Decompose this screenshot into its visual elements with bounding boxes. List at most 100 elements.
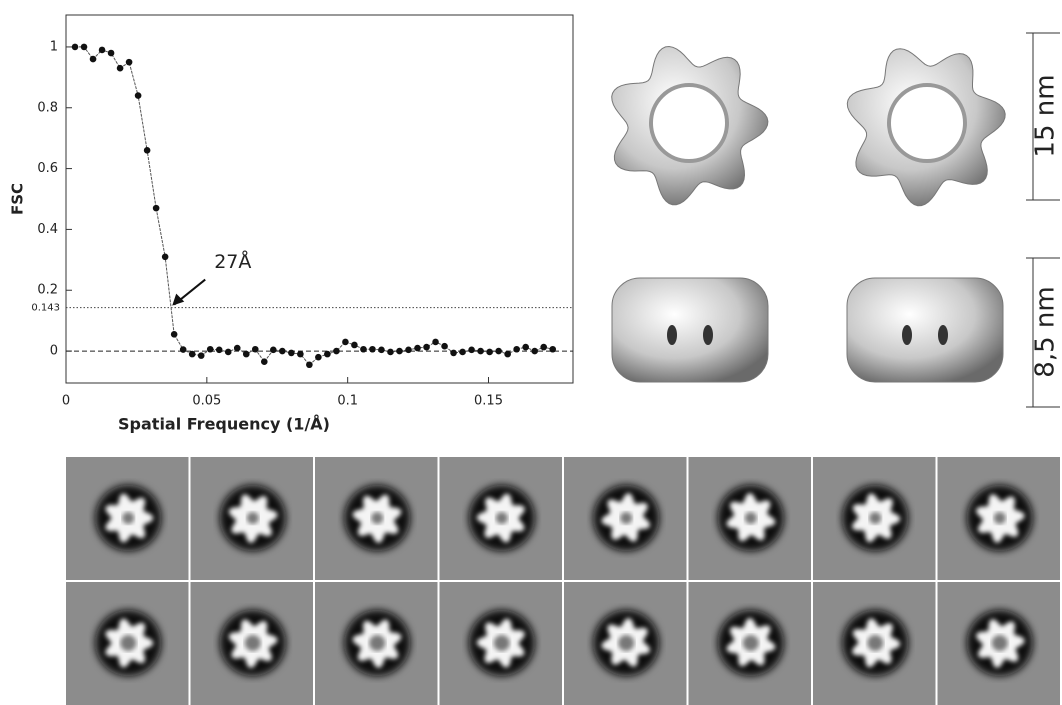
ring-hole [887, 83, 967, 163]
class-averages [66, 457, 1060, 705]
fsc-point [116, 64, 124, 72]
side-render [846, 277, 1004, 383]
fsc-point [396, 347, 403, 355]
annotation-label: 27Å [214, 250, 251, 273]
fsc-point [540, 343, 548, 351]
class-center [122, 512, 135, 524]
y-axis-label: FSC [9, 183, 27, 215]
class-center [744, 512, 757, 524]
y-tick-label: 0.2 [37, 283, 58, 298]
fsc-point [161, 253, 169, 261]
fsc-point [270, 346, 277, 354]
class-center [120, 635, 137, 651]
threshold-label: 0.143 [31, 303, 60, 314]
fsc-point [351, 341, 358, 349]
fsc-point [224, 348, 232, 356]
class-center [495, 512, 508, 524]
side-hole [902, 325, 912, 345]
y-tick-label: 0 [50, 344, 58, 359]
fsc-point [378, 346, 385, 354]
class-center [246, 512, 259, 524]
fsc-point [477, 347, 484, 355]
fsc-point [233, 344, 241, 352]
class-center [869, 512, 882, 524]
fsc-point [215, 346, 223, 354]
y-tick-label: 0.4 [37, 222, 58, 237]
x-tick-label: 0.1 [337, 394, 358, 409]
fsc-point [170, 331, 178, 338]
scale-label: 15 nm [1031, 74, 1061, 157]
fsc-point [549, 345, 557, 353]
class-center [867, 635, 884, 651]
class-center [742, 635, 759, 651]
fsc-point [197, 352, 205, 359]
side-hole [938, 325, 948, 345]
fsc-point [188, 350, 196, 358]
y-tick-label: 0.6 [37, 161, 58, 176]
fsc-point [522, 343, 529, 351]
x-tick-label: 0 [62, 394, 70, 409]
fsc-point [251, 345, 259, 353]
side-hole [667, 325, 677, 345]
fsc-point [80, 43, 88, 51]
fsc-point [134, 92, 142, 99]
fsc-point [206, 345, 214, 353]
y-tick-label: 0.8 [37, 100, 58, 115]
fsc-point [495, 347, 502, 355]
fsc-point [306, 361, 313, 369]
fsc-point [468, 346, 475, 354]
fsc-point [297, 350, 304, 358]
fsc-point [260, 358, 268, 366]
fsc-point [288, 349, 295, 357]
fsc-point [531, 347, 538, 355]
scale-label: 8,5 nm [1031, 286, 1061, 377]
fsc-point [369, 345, 376, 353]
class-center [493, 635, 510, 651]
fsc-point [324, 350, 331, 358]
fsc-point [71, 43, 79, 51]
fsc-point [432, 338, 439, 346]
fsc-point [423, 343, 430, 351]
fsc-point [315, 353, 322, 361]
fsc-point [152, 204, 160, 212]
class-center [993, 512, 1006, 524]
class-center [618, 635, 635, 651]
fsc-point [143, 147, 151, 154]
side-hole [703, 325, 713, 345]
fsc-point [125, 58, 133, 66]
x-tick-label: 0.05 [192, 394, 221, 409]
annotation-arrowhead [172, 293, 185, 306]
fsc-point [107, 49, 115, 57]
fsc-point [441, 342, 448, 350]
x-tick-label: 0.15 [474, 394, 503, 409]
fsc-point [333, 347, 340, 355]
class-center [991, 635, 1008, 651]
fsc-point [342, 338, 349, 346]
fsc-point [179, 346, 187, 353]
side-render [611, 277, 769, 383]
class-center [369, 635, 386, 651]
fsc-point [242, 350, 250, 358]
fsc-point [513, 345, 520, 353]
class-center [371, 512, 384, 524]
class-center [620, 512, 633, 524]
fsc-point [98, 46, 106, 54]
fsc-point [387, 348, 394, 356]
plot-frame [65, 14, 574, 384]
ring-hole [649, 83, 729, 163]
y-tick-label: 1 [50, 39, 58, 54]
fsc-point [504, 350, 511, 358]
class-center [244, 635, 261, 651]
fsc-point [450, 349, 457, 357]
fsc-line [75, 46, 553, 366]
x-axis-label: Spatial Frequency (1/Å) [118, 415, 330, 434]
fsc-point [459, 348, 466, 356]
fsc-point [405, 346, 412, 354]
fsc-point [360, 345, 367, 353]
renders [611, 45, 1006, 383]
fsc-point [279, 347, 286, 355]
fsc-point [486, 348, 493, 356]
fsc-point [89, 55, 97, 63]
fsc-point [414, 344, 421, 352]
